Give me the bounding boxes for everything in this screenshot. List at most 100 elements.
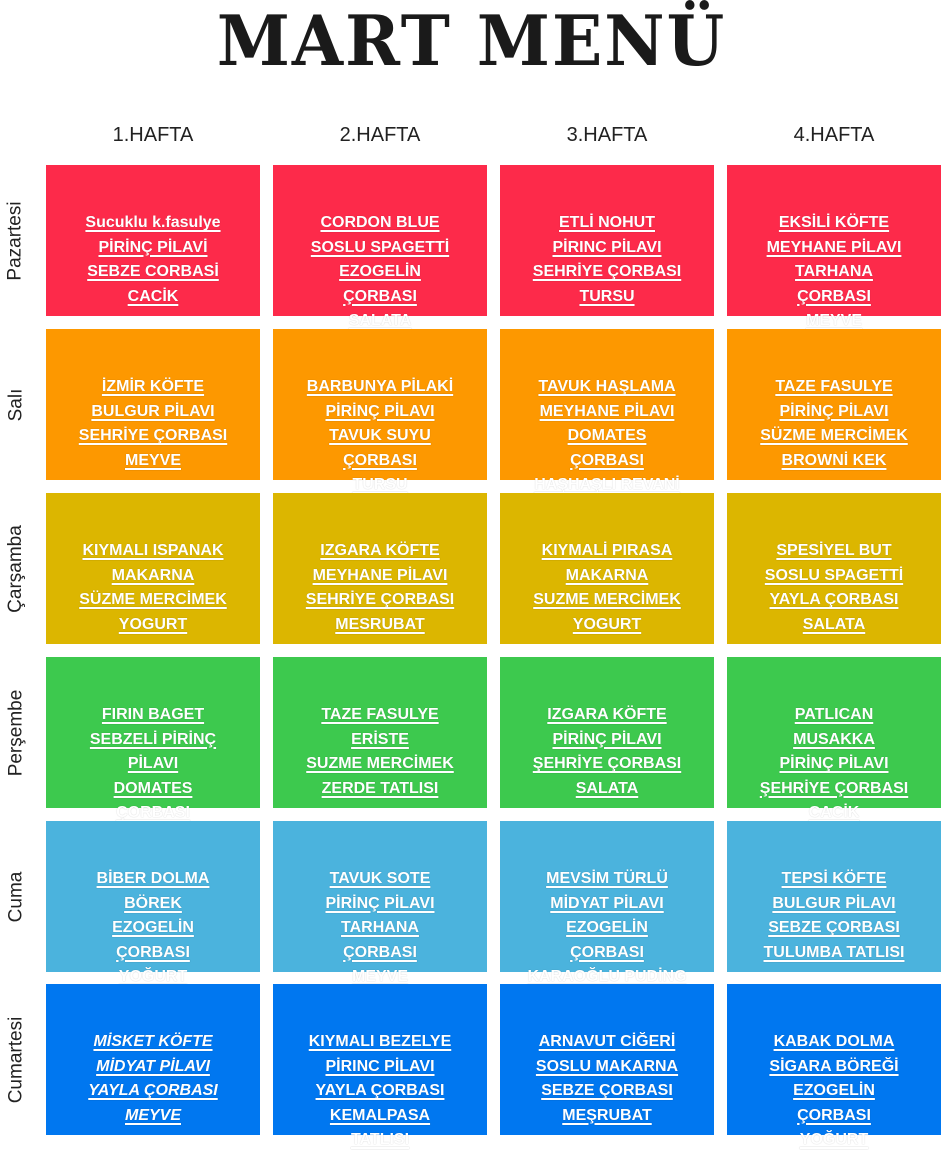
menu-item[interactable]: IZGARA KÖFTE [547,706,667,723]
menu-item[interactable]: YOĞURT [118,968,188,985]
menu-item[interactable]: YOGURT [572,615,642,633]
menu-item[interactable]: PİRİNÇ PİLAVI [552,730,662,748]
menu-item[interactable]: BARBUNYA PİLAKİ [306,378,454,395]
menu-item[interactable]: ÇORBASI [116,804,190,821]
menu-item[interactable]: MİSKET KÖFTE [93,1033,213,1050]
menu-item[interactable]: İZMİR KÖFTE [101,378,205,395]
menu-item[interactable]: SEHRİYE ÇORBASI [532,263,682,280]
menu-item[interactable]: MEVSİM TÜRLÜ [546,870,668,887]
menu-item[interactable]: YAYLA ÇORBASI [769,591,899,608]
menu-item[interactable]: TAVUK SOTE [329,870,431,887]
menu-item[interactable]: ARNAVUT CİĞERİ [538,1033,676,1050]
menu-item[interactable]: PİRİNÇ PİLAVI [779,755,889,772]
menu-item[interactable]: SEHRİYE ÇORBASI [78,427,228,444]
menu-item[interactable]: ÇORBASI [116,943,190,961]
menu-item[interactable]: SEBZE ÇORBASI [541,1082,673,1099]
menu-item[interactable]: KABAK DOLMA [773,1033,895,1050]
menu-item[interactable]: YAYLA ÇORBASI [315,1082,445,1099]
menu-item[interactable]: SÜZME MERCİMEK [760,427,908,444]
menu-item[interactable]: ETLİ NOHUT [559,214,655,231]
menu-item[interactable]: TULUMBA TATLISI [763,943,905,961]
menu-item[interactable]: BROWNİ KEK [781,451,887,469]
menu-item[interactable]: CORDON BLUE [320,214,440,231]
menu-item[interactable]: BULGUR PİLAVI [91,402,215,420]
menu-item[interactable]: SÜZME MERCİMEK [79,591,227,608]
menu-item[interactable]: CACİK [127,287,179,305]
menu-item[interactable]: ÇORBASI [797,287,871,305]
menu-item[interactable]: TEPSİ KÖFTE [781,870,887,887]
menu-item[interactable]: BİBER DOLMA [96,870,210,887]
menu-item[interactable]: EZOGELİN [566,919,648,936]
menu-item[interactable]: SALATA [348,312,412,329]
menu-item[interactable]: SUZME MERCİMEK [306,755,454,772]
menu-item[interactable]: EZOGELİN [112,919,194,936]
menu-item[interactable]: MAKARNA [111,566,195,584]
menu-item[interactable]: MİDYAT PİLAVI [96,1057,210,1075]
menu-item[interactable]: MEYHANE PİLAVI [539,402,675,420]
menu-item[interactable]: PİRINC PİLAVI [325,1057,435,1075]
menu-item[interactable]: YAYLA ÇORBASI [88,1082,218,1099]
menu-item[interactable]: SALATA [575,779,639,797]
menu-item[interactable]: SİGARA BÖREĞİ [769,1057,899,1075]
menu-item[interactable]: KARAOĞLU PUDİNG [527,968,687,985]
menu-item[interactable]: MESRUBAT [335,615,425,633]
menu-item[interactable]: SUZME MERCİMEK [533,591,681,608]
menu-item[interactable]: CACİK [808,804,860,821]
menu-item[interactable]: ÇORBASI [570,943,644,961]
menu-item[interactable]: TARHANA [341,919,419,936]
menu-item[interactable]: KIYMALI BEZELYE [308,1033,452,1050]
menu-item[interactable]: ÇORBASI [570,451,644,469]
menu-item[interactable]: ÇORBASI [343,451,417,469]
menu-item[interactable]: MEYHANE PİLAVI [766,238,902,256]
menu-item[interactable]: EZOGELİN [339,263,421,280]
menu-item[interactable]: MEYVE [805,312,862,329]
menu-item[interactable]: PİRİNÇ PİLAVI [779,402,889,420]
menu-item[interactable]: TATLISI [350,1131,410,1148]
menu-item[interactable]: Sucuklu k.fasulye [85,214,221,231]
menu-item[interactable]: KIYMALI ISPANAK [82,542,224,559]
menu-item[interactable]: MİDYAT PİLAVI [550,894,664,912]
menu-item[interactable]: SOSLU MAKARNA [535,1057,679,1075]
menu-item[interactable]: MEYHANE PİLAVI [312,566,448,584]
menu-item[interactable]: SEBZELİ PİRİNÇ [89,730,217,748]
menu-item[interactable]: IZGARA KÖFTE [320,542,440,559]
menu-item[interactable]: TAVUK SUYU [329,427,431,444]
menu-item[interactable]: SALATA [802,615,866,633]
menu-item[interactable]: TAZE FASULYE [775,378,893,395]
menu-item[interactable]: ÇORBASI [343,943,417,961]
menu-item[interactable]: FIRIN BAGET [101,706,205,723]
menu-item[interactable]: DOMATES [113,779,193,797]
menu-item[interactable]: ÇORBASI [343,287,417,305]
menu-item[interactable]: TURSU [579,287,635,305]
menu-item[interactable]: ŞEHRİYE ÇORBASI [759,779,909,797]
menu-item[interactable]: EZOGELİN [793,1082,875,1099]
menu-item[interactable]: PATLICAN [794,706,874,723]
menu-item[interactable]: MEŞRUBAT [562,1106,652,1124]
menu-item[interactable]: ERİSTE [351,730,409,748]
menu-item[interactable]: MUSAKKA [793,730,875,748]
menu-item[interactable]: SPESİYEL BUT [776,542,892,559]
menu-item[interactable]: PİRİNÇ PİLAVI [325,894,435,912]
menu-item[interactable]: SEHRİYE ÇORBASI [305,591,455,608]
menu-item[interactable]: SEBZE CORBASİ [87,263,219,280]
menu-item[interactable]: ŞEHRİYE ÇORBASI [532,755,682,772]
menu-item[interactable]: KEMALPASA [329,1106,431,1124]
menu-item[interactable]: TAZE FASULYE [321,706,439,723]
menu-item[interactable]: KIYMALİ PIRASA [541,542,673,559]
menu-item[interactable]: SEBZE ÇORBASI [768,919,900,936]
menu-item[interactable]: BULGUR PİLAVI [772,894,896,912]
menu-item[interactable]: TARHANA [795,263,873,280]
menu-item[interactable]: PİRINC PİLAVI [552,238,662,256]
menu-item[interactable]: PİRİNÇ PİLAVI [325,402,435,420]
menu-item[interactable]: SOSLU SPAGETTİ [310,238,450,256]
menu-item[interactable]: EKSİLİ KÖFTE [778,214,890,231]
menu-item[interactable]: TURSU [352,476,408,493]
menu-item[interactable]: ZERDE TATLISI [321,779,439,797]
menu-item[interactable]: ÇORBASI [797,1106,871,1124]
menu-item[interactable]: YOĞURT [799,1131,869,1148]
menu-item[interactable]: YOGURT [118,615,188,633]
menu-item[interactable]: DOMATES [567,427,647,444]
menu-item[interactable]: PİRİNÇ PİLAVİ [98,238,208,256]
menu-item[interactable]: MEYVE [351,968,408,985]
menu-item[interactable]: MAKARNA [565,566,649,584]
